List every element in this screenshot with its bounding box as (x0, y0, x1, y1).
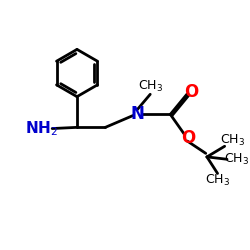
Text: CH$_3$: CH$_3$ (220, 133, 246, 148)
Text: N: N (130, 105, 144, 123)
Text: O: O (184, 83, 199, 101)
Text: NH$_2$: NH$_2$ (25, 119, 58, 138)
Text: O: O (182, 129, 196, 147)
Text: CH$_3$: CH$_3$ (205, 173, 230, 188)
Text: CH$_3$: CH$_3$ (224, 152, 249, 167)
Text: CH$_3$: CH$_3$ (138, 78, 163, 94)
